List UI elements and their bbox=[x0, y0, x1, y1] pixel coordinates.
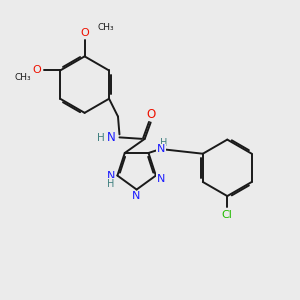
Text: H: H bbox=[160, 138, 168, 148]
Text: N: N bbox=[107, 131, 116, 145]
Text: N: N bbox=[157, 144, 165, 154]
Text: O: O bbox=[33, 65, 41, 76]
Text: N: N bbox=[157, 173, 165, 184]
Text: H: H bbox=[107, 179, 115, 189]
Text: O: O bbox=[80, 28, 89, 38]
Text: CH₃: CH₃ bbox=[98, 23, 115, 32]
Text: H: H bbox=[97, 133, 105, 143]
Text: O: O bbox=[146, 108, 155, 121]
Text: Cl: Cl bbox=[222, 210, 233, 220]
Text: N: N bbox=[132, 191, 140, 201]
Text: N: N bbox=[107, 171, 115, 181]
Text: CH₃: CH₃ bbox=[15, 73, 31, 82]
